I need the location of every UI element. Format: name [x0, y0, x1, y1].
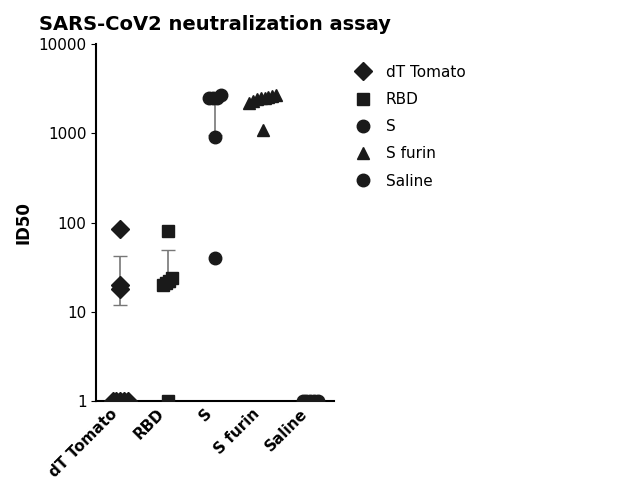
Legend: dT Tomato, RBD, S, S furin, Saline: dT Tomato, RBD, S, S furin, Saline: [341, 59, 472, 195]
Title: SARS-CoV2 neutralization assay: SARS-CoV2 neutralization assay: [39, 15, 391, 34]
Y-axis label: ID50: ID50: [15, 201, 33, 244]
